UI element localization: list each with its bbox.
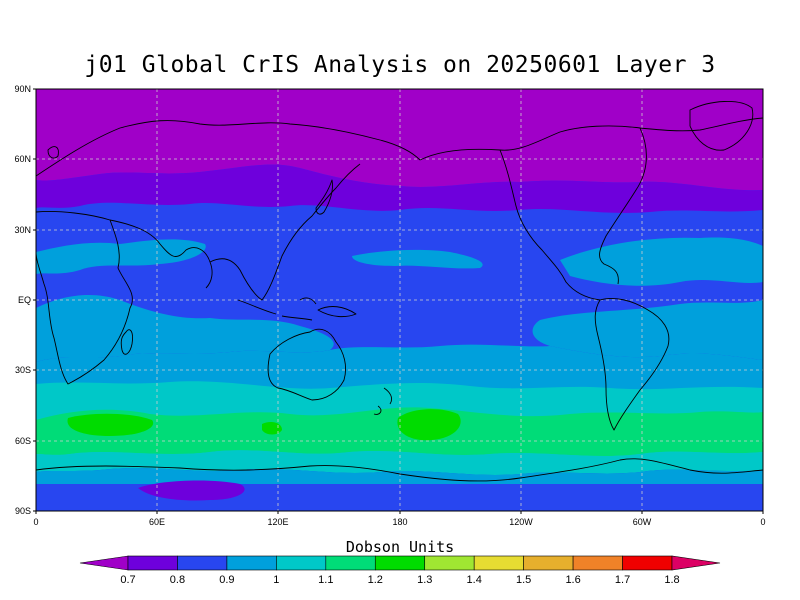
longitude-labels: 0 60E 120E 180 120W 60W 0: [33, 517, 765, 527]
colorbar-segment: [374, 555, 426, 571]
tropic-band-east: [532, 300, 763, 360]
colorbar-segment: [622, 555, 673, 571]
lat-label: EQ: [18, 295, 31, 305]
green-max-3: [262, 422, 282, 435]
coastlines: [36, 100, 763, 482]
colorbar-arrow-low: [79, 555, 129, 571]
north-violet-band: [36, 164, 763, 213]
colorbar-segment: [276, 555, 327, 571]
colorbar-label: 0.8: [170, 574, 185, 586]
lon-label: 120W: [509, 517, 533, 527]
colorbar-segment: [325, 555, 376, 571]
colorbar: 0.7 0.8 0.9 1 1.1 1.2 1.3 1.4 1.5 1.6 1.7 1.8: [79, 555, 721, 586]
green-max-1: [67, 413, 154, 436]
antarctic-blue-band: [36, 468, 763, 484]
colorbar-label: 0.7: [120, 574, 135, 586]
colorbar-segment: [473, 555, 524, 571]
latitude-labels: 90N 60N 30N EQ 30S 60S 90S: [14, 84, 31, 516]
ozone-field: [36, 89, 763, 511]
arctic-band: [36, 89, 763, 191]
colorbar-segment: [572, 555, 623, 571]
lon-label: 0: [33, 517, 38, 527]
colorbar-segment: [127, 555, 178, 571]
colorbar-label: 1.3: [417, 574, 432, 586]
lat-label: 60N: [14, 154, 31, 164]
lon-label: 180: [392, 517, 407, 527]
south-teal-band: [36, 407, 763, 456]
antarctic-cyan-band: [36, 450, 763, 475]
colorbar-segment: [177, 555, 228, 571]
colorbar-arrow-high: [671, 555, 721, 571]
lon-label: 120E: [267, 517, 288, 527]
colorbar-label: 1.7: [615, 574, 630, 586]
north-subtropic-band-2: [352, 249, 483, 269]
lat-label: 90N: [14, 84, 31, 94]
lon-label: 0: [760, 517, 765, 527]
tick-marks: [33, 88, 764, 514]
map-title: j01 Global CrIS Analysis on 20250601 Lay…: [84, 52, 716, 78]
colorbar-segment: [523, 555, 574, 571]
lat-label: 30N: [14, 225, 31, 235]
grid-lines: [36, 89, 763, 511]
americas-subtropic-band: [560, 237, 763, 286]
colorbar-segment: [226, 555, 277, 571]
south-blue-band: [36, 344, 763, 392]
lon-label: 60W: [633, 517, 652, 527]
colorbar-label: 1.2: [368, 574, 383, 586]
tropic-band-west: [36, 294, 334, 362]
colorbar-label: 1.1: [318, 574, 333, 586]
colorbar-segment: [424, 555, 475, 571]
lat-label: 90S: [15, 506, 31, 516]
lon-label: 60E: [149, 517, 165, 527]
colorbar-label: 1.4: [467, 574, 482, 586]
colorbar-label: 1.5: [516, 574, 531, 586]
lat-label: 60S: [15, 436, 31, 446]
colorbar-label: 1.8: [664, 574, 679, 586]
legend-title: Dobson Units: [346, 538, 454, 556]
south-pole-violet: [138, 480, 245, 501]
lat-label: 30S: [15, 365, 31, 375]
green-max-2: [397, 409, 461, 441]
colorbar-label: 1.6: [565, 574, 580, 586]
colorbar-label: 1: [273, 574, 279, 586]
colorbar-label: 0.9: [219, 574, 234, 586]
